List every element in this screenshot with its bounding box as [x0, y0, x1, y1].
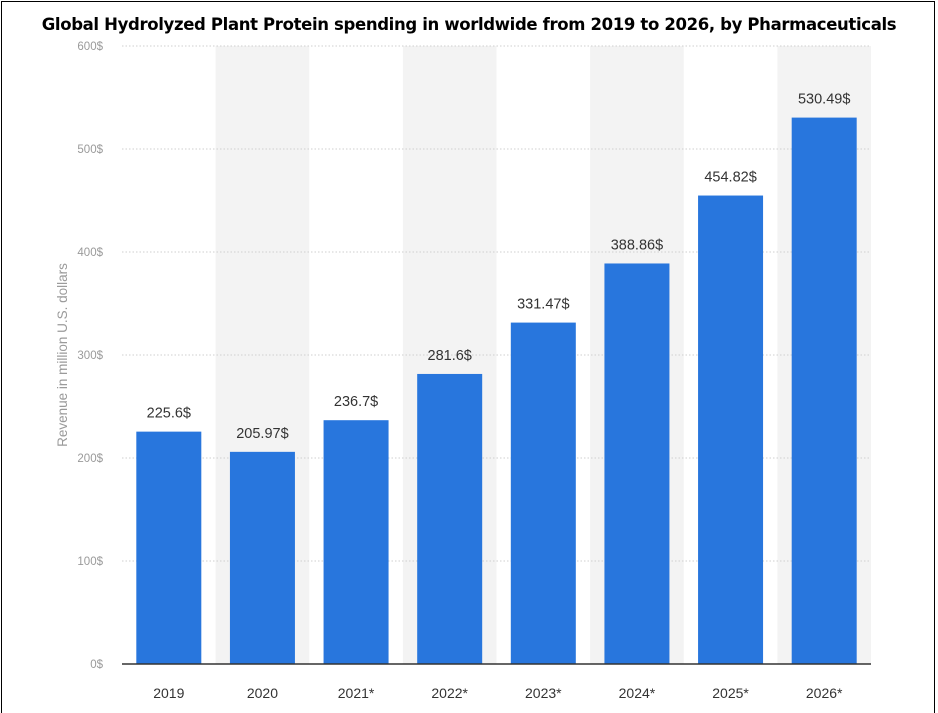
x-tick-label: 2021*	[338, 685, 375, 701]
x-tick-label: 2026*	[806, 685, 843, 701]
value-label: 530.49$	[798, 92, 850, 108]
y-tick-label: 400$	[77, 247, 103, 259]
value-label: 331.47$	[517, 297, 569, 313]
y-tick-label: 300$	[77, 350, 103, 362]
value-label: 388.86$	[611, 237, 663, 253]
value-label: 225.6$	[147, 406, 191, 422]
y-tick-label: 500$	[77, 144, 103, 156]
value-label: 281.6$	[428, 348, 472, 364]
x-tick-label: 2022*	[431, 685, 468, 701]
bar-2021*	[323, 420, 389, 664]
bar-2025*	[698, 195, 764, 664]
x-tick-label: 2025*	[712, 685, 749, 701]
bars	[136, 117, 857, 665]
y-tick-label: 200$	[77, 453, 103, 465]
value-labels: 225.6$ 205.97$ 236.7$ 281.6$ 331.47$ 388.86$ 4…	[147, 92, 851, 442]
value-label: 236.7$	[334, 394, 378, 410]
y-axis-ticks: 0$ 100$ 200$ 300$ 400$ 500$ 600$	[77, 41, 103, 671]
x-tick-label: 2023*	[525, 685, 562, 701]
bar-2020	[229, 451, 295, 664]
bar-2022*	[417, 373, 483, 664]
y-tick-label: 0$	[90, 659, 103, 671]
x-tick-label: 2020	[247, 685, 278, 701]
x-axis-ticks: 2019 2020 2021* 2022* 2023* 2024* 2025* 2026*	[153, 685, 843, 701]
x-tick-label: 2019	[153, 685, 184, 701]
bar-2024*	[604, 263, 670, 664]
chart-title: Global Hydrolyzed Plant Protein spending…	[41, 15, 897, 34]
y-tick-label: 600$	[77, 41, 103, 53]
value-label: 454.82$	[704, 170, 756, 186]
bar-2026*	[791, 117, 857, 665]
x-tick-label: 2024*	[619, 685, 656, 701]
y-axis-title: Revenue in million U.S. dollars	[55, 263, 70, 447]
y-tick-label: 100$	[77, 556, 103, 568]
value-label: 205.97$	[236, 426, 288, 442]
bar-2019	[136, 431, 202, 664]
bar-2023*	[510, 322, 576, 664]
